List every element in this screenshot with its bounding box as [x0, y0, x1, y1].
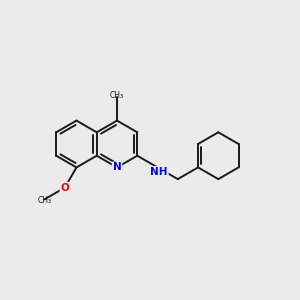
Text: NH: NH: [150, 167, 168, 177]
Text: CH₃: CH₃: [110, 91, 124, 100]
Text: O: O: [60, 183, 69, 193]
Text: N: N: [112, 162, 122, 172]
Text: CH₃: CH₃: [38, 196, 52, 206]
